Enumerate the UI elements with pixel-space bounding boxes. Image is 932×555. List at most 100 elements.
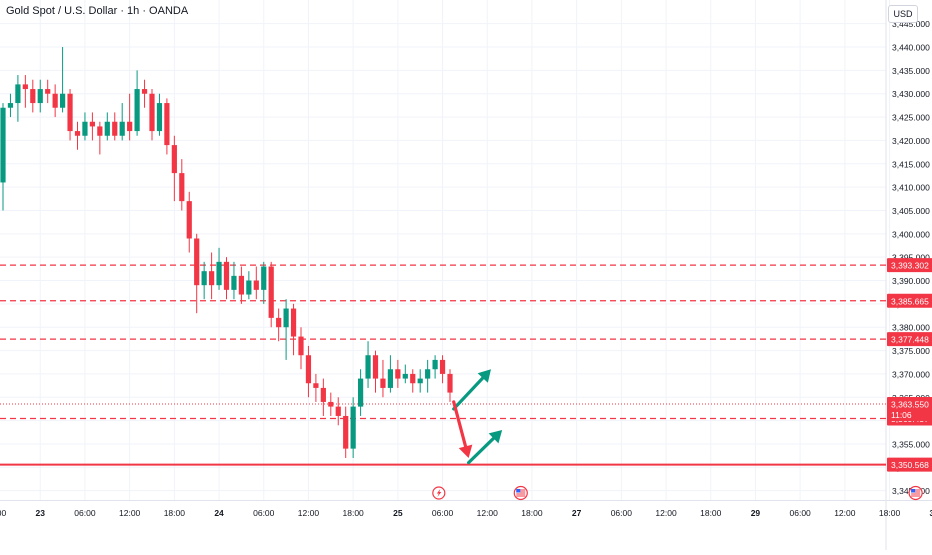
arrow-head	[477, 369, 491, 383]
candle-body	[60, 93, 66, 108]
arrow-shaft	[467, 436, 496, 465]
price-tick-label: 3,415.000	[892, 159, 930, 169]
candles	[0, 47, 453, 458]
price-tick-label: 3,375.000	[892, 346, 930, 356]
candle	[439, 355, 446, 384]
time-tick-label: 12:00	[477, 508, 499, 518]
candle	[216, 247, 222, 290]
price-tick-label: 3,420.000	[892, 136, 930, 146]
candle	[365, 341, 371, 388]
candle-body	[387, 369, 393, 388]
candle	[343, 406, 349, 458]
symbol-title[interactable]: Gold Spot / U.S. Dollar · 1h · OANDA	[6, 5, 189, 17]
time-tick-label: 06:00	[611, 508, 633, 518]
candle	[328, 392, 334, 416]
bar-countdown: 11:06	[891, 410, 912, 420]
candle	[372, 350, 379, 393]
candle-body	[37, 89, 43, 104]
price-tick-label: 3,400.000	[892, 229, 930, 239]
time-tick-label: 25	[393, 508, 403, 518]
time-tick-label: 18:00	[521, 508, 543, 518]
candle-body	[112, 121, 118, 136]
time-tick-label: 12:00	[298, 508, 320, 518]
candle	[261, 261, 267, 304]
time-tick-label: 06:00	[253, 508, 275, 518]
candle	[186, 191, 192, 253]
candle	[283, 299, 289, 360]
projection-arrows	[452, 369, 503, 465]
candle	[45, 79, 51, 104]
candle-body	[201, 271, 207, 286]
candle	[89, 112, 95, 141]
candle	[112, 112, 118, 141]
currency-button[interactable]: USD	[888, 5, 918, 23]
candle	[104, 112, 110, 141]
candle	[335, 397, 341, 426]
time-tick-label: 30	[930, 508, 932, 518]
candle	[156, 93, 163, 136]
candle-body	[67, 93, 73, 132]
candle	[201, 261, 207, 300]
level-price-tag	[887, 332, 932, 347]
time-tick-label: 06:00	[74, 508, 96, 518]
candle-body	[417, 378, 423, 384]
us-flag-event-icon	[908, 485, 923, 501]
candle	[149, 89, 155, 141]
candle-body	[7, 103, 14, 108]
candle-body	[246, 280, 252, 295]
candle-body	[425, 369, 431, 379]
candle-body	[335, 406, 341, 416]
candle-body	[216, 261, 222, 286]
price-tick-label: 3,445.000	[892, 19, 930, 29]
candle	[0, 103, 6, 211]
candle	[350, 397, 356, 458]
candle	[276, 308, 282, 342]
time-tick-label: 12:00	[119, 508, 141, 518]
candle	[410, 369, 416, 393]
price-tick-label: 3,405.000	[892, 206, 930, 216]
arrow-shaft	[452, 400, 468, 448]
time-tick-label: 18:00	[0, 508, 6, 518]
candle	[141, 79, 148, 108]
price-tick-label: 3,355.000	[892, 439, 930, 449]
candle	[417, 369, 423, 393]
candle-body	[223, 261, 230, 290]
candle	[402, 364, 408, 384]
us-flag-event-icon	[513, 485, 528, 501]
time-tick-label: 06:00	[790, 508, 812, 518]
candle-body	[253, 280, 259, 290]
candle-body	[350, 406, 356, 449]
candle-body	[134, 89, 140, 132]
candle	[358, 369, 364, 416]
candle-body	[74, 131, 81, 136]
projection-arrow	[467, 429, 503, 465]
candle-body	[30, 89, 36, 104]
candle	[253, 266, 259, 300]
grid	[0, 0, 891, 500]
candle-body	[380, 378, 386, 388]
candle	[134, 70, 140, 136]
candle	[67, 89, 73, 141]
candle	[298, 327, 304, 370]
candle-body	[104, 121, 110, 136]
event-icons	[432, 485, 923, 501]
time-tick-label: 12:00	[834, 508, 856, 518]
current-price-tag	[887, 397, 932, 422]
candle-body	[439, 359, 446, 374]
price-tick-label: 3,370.000	[892, 369, 930, 379]
candle	[320, 378, 326, 416]
candle-body	[171, 145, 177, 174]
candle	[395, 359, 401, 388]
price-tick-label: 3,380.000	[892, 323, 930, 333]
candle-body	[209, 271, 215, 286]
candle-body	[290, 308, 297, 337]
candle-body	[164, 103, 170, 146]
candle	[313, 373, 319, 402]
candle	[22, 75, 28, 108]
candle	[52, 84, 58, 118]
candle-body	[156, 103, 163, 132]
candle	[231, 261, 237, 300]
candle-body	[261, 266, 267, 290]
